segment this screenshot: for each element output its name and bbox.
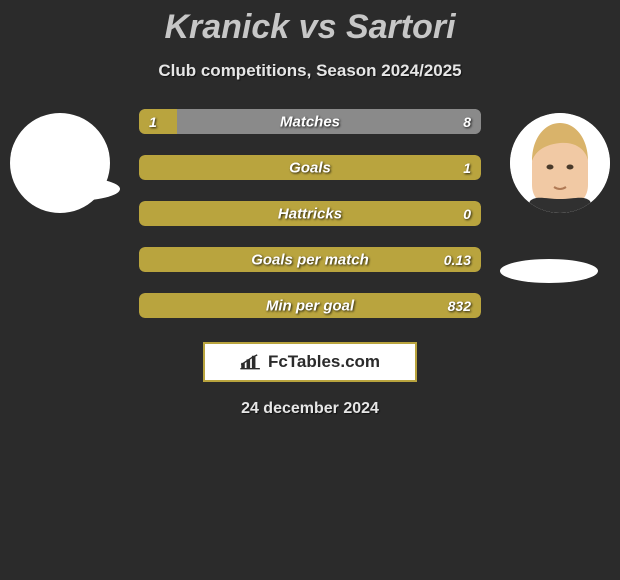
- source-logo: FcTables.com: [203, 342, 417, 382]
- bar-track: [139, 201, 481, 226]
- avatar-face-icon: [510, 113, 610, 213]
- bar-fill-right: [177, 109, 481, 134]
- player1-name: Kranick: [164, 8, 289, 46]
- bar-track: [139, 247, 481, 272]
- comparison-title: Kranick vs Sartori: [0, 0, 620, 47]
- content-area: Matches18 Goals1 Hattricks0 Goals per match…: [0, 109, 620, 418]
- player2-club-badge: [500, 259, 598, 283]
- stat-bars: Matches18 Goals1 Hattricks0 Goals per match…: [139, 109, 481, 318]
- bar-chart-icon: [240, 354, 262, 370]
- logo-text: FcTables.com: [268, 352, 380, 372]
- stat-row: Hattricks0: [139, 201, 481, 226]
- player2-avatar: [510, 113, 610, 213]
- vs-text: vs: [299, 8, 337, 46]
- player1-club-badge: [22, 177, 120, 201]
- stat-row: Min per goal832: [139, 293, 481, 318]
- bar-track: [139, 293, 481, 318]
- bar-fill-left: [139, 109, 177, 134]
- bar-track: [139, 155, 481, 180]
- stat-row: Matches18: [139, 109, 481, 134]
- stat-row: Goals1: [139, 155, 481, 180]
- stat-row: Goals per match0.13: [139, 247, 481, 272]
- snapshot-date: 24 december 2024: [0, 400, 620, 418]
- player2-name: Sartori: [346, 8, 456, 46]
- subtitle: Club competitions, Season 2024/2025: [0, 61, 620, 81]
